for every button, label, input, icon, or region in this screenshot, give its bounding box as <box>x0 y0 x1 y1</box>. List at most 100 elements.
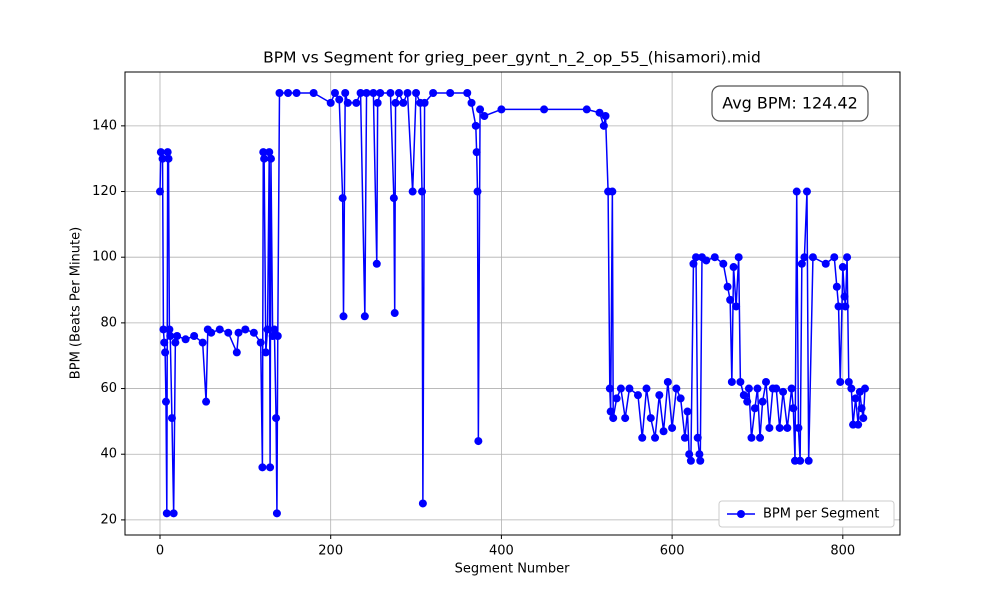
data-point <box>473 187 482 196</box>
data-point <box>616 384 625 393</box>
data-point <box>173 332 182 341</box>
data-point <box>847 384 856 393</box>
data-point <box>783 423 792 432</box>
data-point <box>683 407 692 416</box>
data-point <box>719 259 728 268</box>
data-point <box>792 187 801 196</box>
data-point <box>352 98 361 107</box>
data-point <box>680 433 689 442</box>
data-point <box>732 302 741 311</box>
data-point <box>399 98 408 107</box>
data-point <box>270 325 279 334</box>
data-point <box>836 377 845 386</box>
data-point <box>787 384 796 393</box>
data-point <box>756 433 765 442</box>
data-point <box>376 89 385 98</box>
data-point <box>362 89 371 98</box>
data-point <box>167 414 176 423</box>
data-point <box>215 325 224 334</box>
data-point <box>429 89 438 98</box>
data-point <box>273 332 282 341</box>
data-point <box>726 295 735 304</box>
data-point <box>601 112 610 121</box>
data-point <box>161 397 170 406</box>
data-point <box>261 348 270 357</box>
data-point <box>655 391 664 400</box>
data-point <box>727 377 736 386</box>
data-point <box>161 348 170 357</box>
data-point <box>155 187 164 196</box>
data-point <box>609 414 618 423</box>
data-point <box>605 384 614 393</box>
data-point <box>796 456 805 465</box>
data-point <box>169 509 178 518</box>
data-point <box>723 282 732 291</box>
y-tick-label: 140 <box>92 118 117 133</box>
data-point <box>249 328 258 337</box>
data-point <box>689 259 698 268</box>
data-point <box>608 187 617 196</box>
data-point <box>797 259 806 268</box>
data-point <box>369 89 378 98</box>
data-point <box>794 423 803 432</box>
data-point <box>446 89 455 98</box>
data-point <box>638 433 647 442</box>
data-point <box>497 105 506 114</box>
data-point <box>693 433 702 442</box>
data-point <box>373 98 382 107</box>
data-point <box>420 98 429 107</box>
data-point <box>476 105 485 114</box>
data-point <box>736 377 745 386</box>
data-point <box>181 335 190 344</box>
data-point <box>540 105 549 114</box>
data-point <box>412 89 421 98</box>
data-point <box>335 95 344 104</box>
data-point <box>843 253 852 262</box>
data-point <box>692 253 701 262</box>
data-point <box>772 384 781 393</box>
data-point <box>750 404 759 413</box>
data-point <box>162 509 171 518</box>
data-point <box>159 325 168 334</box>
data-point <box>263 325 272 334</box>
data-point <box>808 253 817 262</box>
data-point <box>765 423 774 432</box>
annotation: Avg BPM: 124.42 <box>722 94 858 113</box>
data-point <box>854 420 863 429</box>
data-point <box>408 187 417 196</box>
data-point <box>621 414 630 423</box>
data-point <box>258 463 267 472</box>
data-point <box>389 194 398 203</box>
data-point <box>695 450 704 459</box>
data-point <box>861 384 870 393</box>
data-point <box>646 414 655 423</box>
data-point <box>234 328 243 337</box>
x-tick-label: 0 <box>156 544 164 559</box>
data-point <box>710 253 719 262</box>
data-point <box>171 338 180 347</box>
data-point <box>360 312 369 321</box>
legend-label: BPM per Segment <box>763 507 879 522</box>
plot-area <box>125 72 900 535</box>
data-point <box>284 89 293 98</box>
data-point <box>265 148 274 157</box>
data-point <box>256 338 265 347</box>
data-point <box>761 377 770 386</box>
data-point <box>339 312 348 321</box>
data-point <box>158 154 167 163</box>
data-point <box>156 148 165 157</box>
data-point <box>391 98 400 107</box>
legend-marker <box>737 510 745 518</box>
data-point <box>734 253 743 262</box>
data-point <box>480 112 489 121</box>
x-tick-label: 800 <box>830 544 855 559</box>
data-point <box>834 302 843 311</box>
data-point <box>241 325 250 334</box>
data-point <box>463 89 472 98</box>
data-point <box>838 263 847 272</box>
data-point <box>802 187 811 196</box>
data-point <box>758 397 767 406</box>
data-point <box>338 194 347 203</box>
data-point <box>676 394 685 403</box>
data-point <box>160 338 169 347</box>
